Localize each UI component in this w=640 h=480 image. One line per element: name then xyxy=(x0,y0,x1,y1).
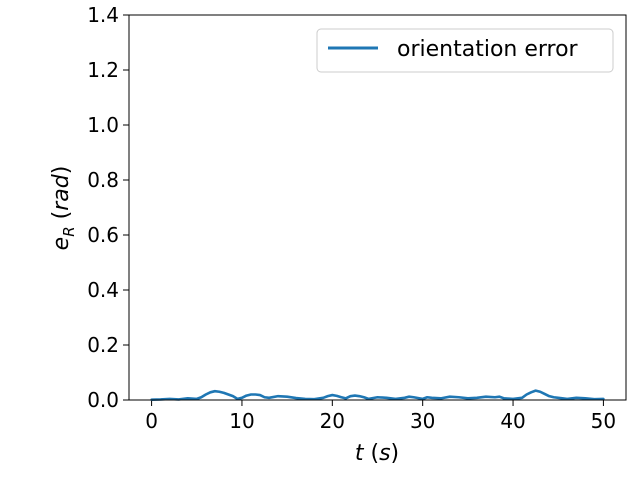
x-tick-label: 50 xyxy=(591,409,616,433)
axes-border xyxy=(128,14,627,401)
y-axis-ticks: 0.0 0.2 0.4 0.6 0.8 1.0 1.2 1.4 xyxy=(87,3,129,412)
series-layer xyxy=(150,389,605,402)
x-tick-label: 10 xyxy=(229,409,254,433)
x-tick-label: 30 xyxy=(410,409,435,433)
legend-label: orientation error xyxy=(397,37,579,62)
y-tick-label: 0.4 xyxy=(87,278,119,302)
y-tick-label: 0.6 xyxy=(87,223,119,247)
y-tick-label: 0.0 xyxy=(87,388,119,412)
y-tick-label: 1.0 xyxy=(87,113,119,137)
y-tick-label: 1.2 xyxy=(87,58,119,82)
x-tick-label: 0 xyxy=(145,409,158,433)
legend: orientation error xyxy=(316,28,614,73)
x-tick-label: 40 xyxy=(500,409,525,433)
y-axis-label: eR (rad) xyxy=(49,166,78,251)
x-tick-label: 20 xyxy=(320,409,345,433)
y-tick-label: 0.8 xyxy=(87,168,119,192)
series-line-orientation-error xyxy=(150,389,605,402)
x-axis-label: t (s) xyxy=(355,441,399,466)
legend-box xyxy=(316,28,614,73)
x-axis-ticks: 0 10 20 30 40 50 xyxy=(145,400,616,433)
y-tick-label: 0.2 xyxy=(87,333,119,357)
axes-frame xyxy=(128,14,627,401)
y-tick-label: 1.4 xyxy=(87,3,119,27)
